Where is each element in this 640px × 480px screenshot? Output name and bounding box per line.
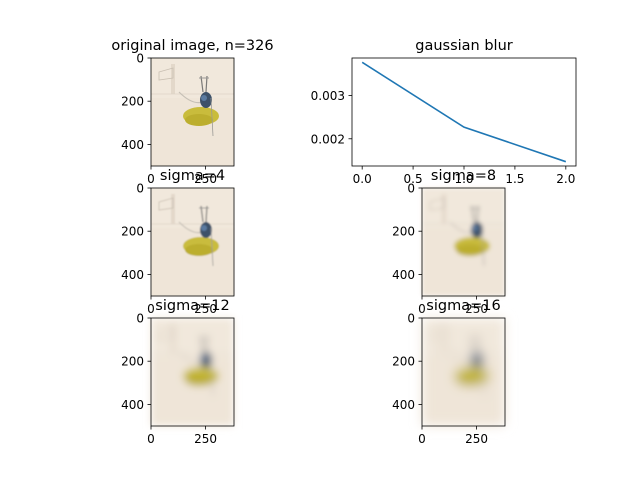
y-tick-label: 0 bbox=[407, 182, 415, 196]
axes-frame bbox=[421, 317, 506, 427]
x-tick-label: 0.5 bbox=[404, 172, 423, 186]
series-line bbox=[361, 61, 567, 163]
x-tick-label: 0 bbox=[418, 302, 426, 316]
subplot-sigma-8: sigma=8 0 250 0 200 400 bbox=[392, 168, 506, 316]
axes-frame bbox=[351, 57, 577, 167]
x-tick-label: 2.0 bbox=[556, 172, 575, 186]
x-tick-label: 250 bbox=[465, 302, 488, 316]
x-tick-label: 250 bbox=[194, 432, 217, 446]
subplot-sigma-4: sigma=4 0 250 0 200 400 bbox=[121, 168, 235, 316]
axes-frame bbox=[421, 187, 506, 297]
y-tick-label: 0 bbox=[136, 52, 144, 66]
x-tick-label: 0.0 bbox=[353, 172, 372, 186]
y-tick-label: 0 bbox=[136, 182, 144, 196]
x-tick-label: 1.0 bbox=[454, 172, 473, 186]
y-tick-label: 200 bbox=[121, 95, 144, 109]
x-tick-label: 0 bbox=[147, 432, 155, 446]
y-tick-label: 200 bbox=[121, 225, 144, 239]
x-tick-label: 250 bbox=[194, 302, 217, 316]
x-tick-label: 250 bbox=[465, 432, 488, 446]
y-tick-label: 0.003 bbox=[311, 89, 345, 103]
subplot-image bbox=[151, 188, 234, 296]
x-tick-label: 0 bbox=[418, 432, 426, 446]
y-tick-label: 400 bbox=[121, 398, 144, 412]
y-tick-label: 400 bbox=[121, 268, 144, 282]
subplot-image bbox=[151, 58, 234, 166]
subplot-gaussian-blur: gaussian blur 0.0 0.5 1.0 1.5 2.0 0.002 0.003 bbox=[311, 38, 577, 186]
x-tick-label: 0 bbox=[147, 302, 155, 316]
y-tick-label: 400 bbox=[392, 398, 415, 412]
subplot-title: original image, n=326 bbox=[111, 38, 273, 54]
y-tick-label: 400 bbox=[392, 268, 415, 282]
axes-frame bbox=[150, 187, 235, 297]
y-tick-label: 0 bbox=[407, 312, 415, 326]
subplot-title: sigma=4 bbox=[160, 168, 225, 184]
axes-frame bbox=[150, 57, 235, 167]
y-tick-label: 200 bbox=[392, 355, 415, 369]
y-tick-label: 200 bbox=[392, 225, 415, 239]
subplot-image bbox=[422, 188, 505, 296]
x-tick-label: 250 bbox=[194, 172, 217, 186]
y-tick-label: 400 bbox=[121, 138, 144, 152]
axes-frame bbox=[150, 317, 235, 427]
subplot-title: sigma=8 bbox=[431, 168, 496, 184]
subplot-title: gaussian blur bbox=[415, 38, 513, 54]
subplot-title: sigma=16 bbox=[426, 298, 500, 314]
subplot-image bbox=[422, 318, 505, 426]
x-tick-label: 1.5 bbox=[505, 172, 524, 186]
y-tick-label: 0.002 bbox=[311, 132, 345, 146]
y-tick-label: 0 bbox=[136, 312, 144, 326]
subplot-image bbox=[151, 318, 234, 426]
y-tick-label: 200 bbox=[121, 355, 144, 369]
subplot-title: sigma=12 bbox=[155, 298, 229, 314]
x-tick-label: 0 bbox=[147, 172, 155, 186]
